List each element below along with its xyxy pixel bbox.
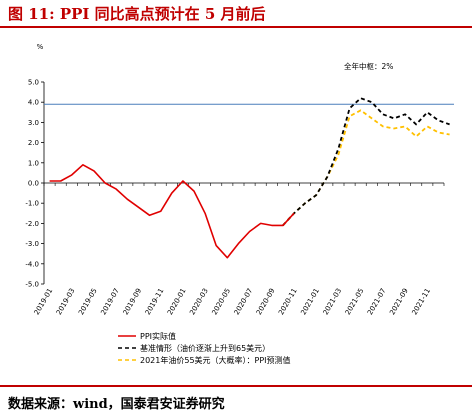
y-tick-label: 4.0 bbox=[28, 99, 39, 107]
figure-title: 图 11: PPI 同比高点预计在 5 月前后 bbox=[8, 5, 266, 23]
legend-label-0: PPI实际值 bbox=[140, 331, 176, 341]
annotation-text: 全年中枢：2% bbox=[344, 61, 393, 71]
x-tick-label: 2020-05 bbox=[211, 287, 233, 316]
y-tick-label: 3.0 bbox=[28, 119, 39, 127]
x-tick-label: 2020-01 bbox=[166, 287, 188, 316]
x-tick-label: 2019-01 bbox=[33, 287, 55, 316]
x-tick-label: 2020-03 bbox=[188, 287, 210, 316]
x-tick-label: 2020-11 bbox=[277, 287, 299, 316]
y-tick-label: 5.0 bbox=[28, 79, 39, 87]
x-tick-label: 2021-09 bbox=[388, 287, 410, 316]
y-unit-label: % bbox=[37, 43, 44, 51]
x-tick-label: 2021-03 bbox=[322, 287, 344, 316]
x-tick-label: 2019-05 bbox=[77, 287, 99, 316]
y-tick-label: 1.0 bbox=[28, 159, 39, 167]
source-note: 数据来源：wind，国泰君安证券研究 bbox=[8, 397, 225, 412]
y-tick-label: -3.0 bbox=[25, 240, 39, 248]
ppi-chart: % 全年中枢：2% 5.0 4.0 3.0 2.0 1.0 0.0 -1.0 -2.0 -3.0 -4… bbox=[25, 43, 454, 365]
y-tick-label: -5.0 bbox=[25, 281, 39, 289]
x-tick-label: 2019-07 bbox=[99, 287, 121, 316]
x-tick-label: 2020-07 bbox=[233, 287, 255, 316]
y-tick-label: -4.0 bbox=[25, 260, 39, 268]
x-tick-label: 2021-11 bbox=[411, 287, 433, 316]
x-tick-label: 2019-11 bbox=[144, 287, 166, 316]
x-tick-label: 2019-03 bbox=[55, 287, 77, 316]
y-tick-label: -1.0 bbox=[25, 200, 39, 208]
legend-label-1: 基准情形（油价逐渐上升到65美元） bbox=[140, 343, 270, 353]
y-tick-label: 0.0 bbox=[28, 180, 39, 188]
x-tick-label: 2021-05 bbox=[344, 287, 366, 316]
figure-header: 图 11: PPI 同比高点预计在 5 月前后 bbox=[0, 0, 472, 28]
x-tick-label: 2019-09 bbox=[122, 287, 144, 316]
figure-footer: 数据来源：wind，国泰君安证券研究 bbox=[0, 385, 472, 417]
x-tick-label: 2020-09 bbox=[255, 287, 277, 316]
series-line-0 bbox=[49, 164, 295, 259]
series-line-1 bbox=[282, 97, 450, 227]
x-tick-label: 2021-07 bbox=[366, 287, 388, 316]
x-tick-label: 2021-01 bbox=[299, 287, 321, 316]
legend-label-2: 2021年油价55美元（大概率）：PPI预测值 bbox=[140, 355, 291, 365]
y-tick-label: -2.0 bbox=[25, 220, 39, 228]
y-tick-label: 2.0 bbox=[28, 139, 39, 147]
series-line-2 bbox=[282, 109, 450, 227]
